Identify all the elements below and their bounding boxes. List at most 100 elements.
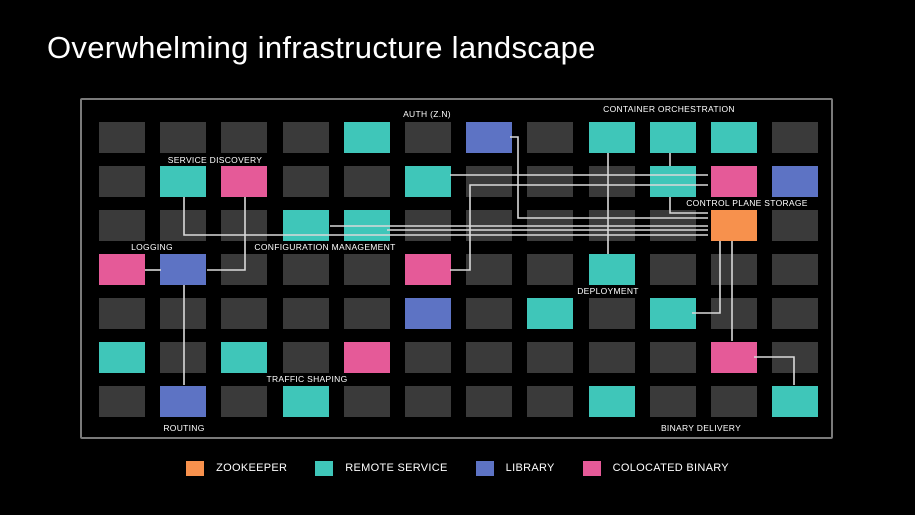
connection-line: [207, 197, 246, 271]
connection-line: [450, 184, 708, 271]
remote-service-tile: [282, 386, 329, 417]
empty-slot: [99, 166, 145, 197]
label-logging: LOGGING: [131, 242, 173, 252]
empty-slot: [466, 386, 513, 417]
colocated-binary-tile: [711, 166, 757, 197]
slide-title: Overwhelming infrastructure landscape: [47, 30, 596, 65]
library-tile: [160, 386, 207, 417]
remote-service-tile: [527, 298, 574, 329]
empty-slot: [649, 386, 696, 417]
empty-slot: [343, 386, 390, 417]
label-routing: ROUTING: [163, 423, 205, 433]
empty-slot: [711, 386, 757, 417]
empty-slot: [99, 210, 145, 241]
remote-service-tile: [343, 122, 390, 153]
colocated-binary-tile: [99, 254, 145, 285]
legend-item-remote-service: REMOTE SERVICE: [315, 460, 448, 476]
colocated-binary-tile: [343, 342, 390, 373]
remote-service-tile: [772, 386, 819, 417]
empty-slot: [466, 298, 513, 329]
empty-slot: [282, 342, 329, 373]
legend-label: ZOOKEEPER: [216, 462, 288, 474]
empty-slot: [221, 386, 268, 417]
legend-item-zookeeper: ZOOKEEPER: [186, 460, 288, 476]
library-tile: [405, 298, 451, 329]
empty-slot: [160, 342, 207, 373]
empty-slot: [405, 122, 451, 153]
legend-swatch-library: [475, 460, 494, 476]
empty-slot: [527, 386, 574, 417]
label-control-plane-storage: CONTROL PLANE STORAGE: [686, 198, 808, 208]
legend-label: LIBRARY: [505, 462, 555, 474]
legend-swatch-colocated-binary: [582, 460, 601, 476]
empty-slot: [160, 122, 207, 153]
remote-service-tile: [588, 386, 635, 417]
empty-slot: [405, 342, 451, 373]
colocated-binary-tile: [221, 166, 268, 197]
label-configuration-management: CONFIGURATION MANAGEMENT: [254, 242, 396, 252]
empty-slot: [282, 122, 329, 153]
empty-slot: [160, 210, 207, 241]
legend-label: COLOCATED BINARY: [612, 462, 729, 474]
library-tile: [466, 122, 513, 153]
empty-slot: [649, 342, 696, 373]
empty-slot: [221, 122, 268, 153]
empty-slot: [99, 298, 145, 329]
label-binary-delivery: BINARY DELIVERY: [660, 423, 742, 433]
empty-slot: [772, 210, 819, 241]
connection-line: [669, 197, 708, 214]
empty-slot: [527, 254, 574, 285]
colocated-binary-tile: [711, 342, 757, 373]
zookeeper-tile: [711, 210, 757, 241]
remote-service-tile: [588, 122, 635, 153]
empty-slot: [99, 122, 145, 153]
remote-service-tile: [649, 122, 696, 153]
legend-swatch-remote-service: [315, 460, 334, 476]
library-tile: [160, 254, 207, 285]
empty-slot: [711, 254, 757, 285]
empty-slot: [99, 386, 145, 417]
empty-slot: [282, 298, 329, 329]
remote-service-tile: [160, 166, 207, 197]
remote-service-tile: [405, 166, 451, 197]
remote-service-tile: [282, 210, 329, 241]
label-container-orchestration: CONTAINER ORCHESTRATION: [603, 104, 735, 114]
empty-slot: [466, 254, 513, 285]
empty-slot: [527, 342, 574, 373]
empty-slot: [527, 166, 574, 197]
empty-slot: [221, 298, 268, 329]
remote-service-tile: [221, 342, 268, 373]
connection-line: [692, 241, 721, 314]
remote-service-tile: [588, 254, 635, 285]
empty-slot: [588, 298, 635, 329]
legend-label: REMOTE SERVICE: [345, 462, 448, 474]
empty-slot: [343, 166, 390, 197]
empty-slot: [282, 254, 329, 285]
legend-swatch-zookeeper: [186, 460, 205, 476]
connection-line: [510, 136, 708, 219]
label-deployment: DEPLOYMENT: [577, 286, 639, 296]
remote-service-tile: [649, 166, 696, 197]
empty-slot: [160, 298, 207, 329]
empty-slot: [466, 342, 513, 373]
legend-item-colocated-binary: COLOCATED BINARY: [582, 460, 729, 476]
empty-slot: [527, 122, 574, 153]
label-service-discovery: SERVICE DISCOVERY: [167, 155, 263, 165]
empty-slot: [772, 122, 819, 153]
label-traffic-shaping: TRAFFIC SHAPING: [266, 374, 348, 384]
empty-slot: [343, 298, 390, 329]
empty-slot: [405, 386, 451, 417]
empty-slot: [649, 254, 696, 285]
empty-slot: [466, 166, 513, 197]
remote-service-tile: [649, 298, 696, 329]
remote-service-tile: [99, 342, 145, 373]
empty-slot: [588, 166, 635, 197]
empty-slot: [588, 342, 635, 373]
diagram-frame: [80, 98, 833, 439]
label-auth: AUTH (Z.N): [403, 109, 451, 119]
remote-service-tile: [711, 122, 757, 153]
library-tile: [772, 166, 819, 197]
connection-line: [754, 356, 795, 385]
